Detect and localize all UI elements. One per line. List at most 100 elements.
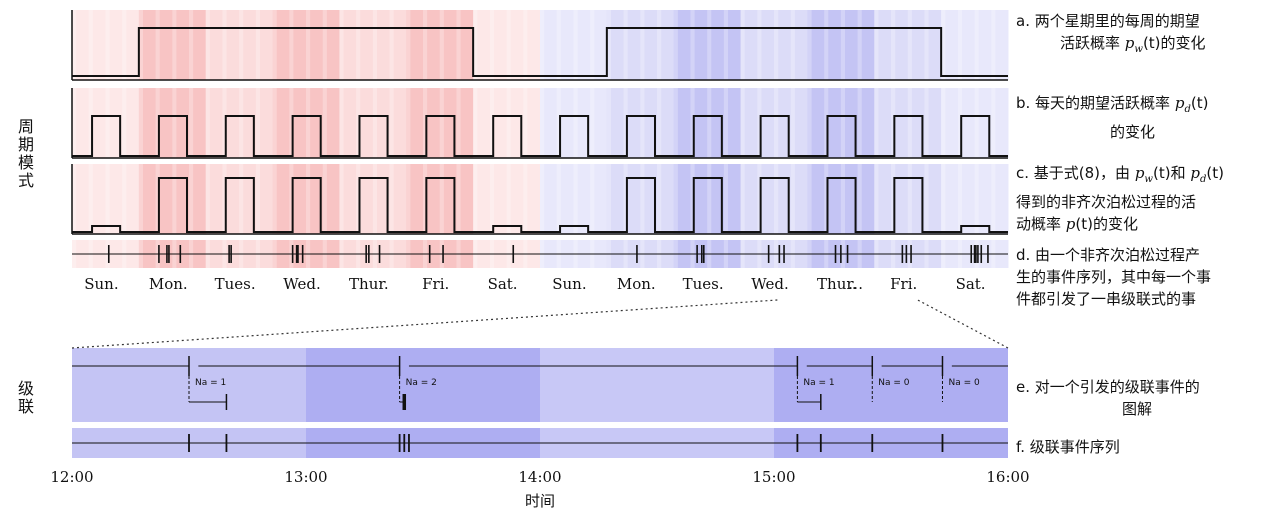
panel-b-stripe	[991, 88, 996, 158]
panel-b-stripe	[824, 88, 829, 158]
panel-b-stripe	[673, 88, 678, 158]
day-label: Wed.	[751, 275, 788, 293]
panel-b-stripe	[556, 88, 561, 158]
panel-a-stripe	[406, 10, 411, 80]
panel-a-stripe	[740, 10, 745, 80]
panel-b-stripe	[790, 88, 795, 158]
panel-b-stripe	[774, 88, 779, 158]
panel-a-stripe	[840, 10, 846, 80]
panel-c-stripe	[640, 164, 645, 234]
panel-a-stripe	[540, 10, 545, 80]
curves	[71, 10, 1008, 235]
caption-a: a. 两个星期里的每周的期望 活跃概率 pw(t)的变化	[1016, 12, 1206, 55]
panel-b-stripe	[857, 88, 862, 158]
panel-a-stripe	[790, 10, 795, 80]
panel-b-stripe	[907, 88, 912, 158]
day-label: Sun.	[84, 275, 118, 293]
panel-b-stripe	[339, 88, 344, 158]
panel-c-stripe	[623, 164, 628, 234]
cascade-label: Na = 1	[195, 378, 226, 388]
poisson-curve	[72, 177, 1008, 233]
panel-b-stripe	[423, 88, 428, 158]
panel-c-day-band	[540, 164, 608, 234]
panel-b-day-band	[673, 88, 742, 158]
panel-b-stripe	[473, 88, 478, 158]
panel-a-stripe	[974, 10, 979, 80]
panel-c-day-band	[941, 164, 1009, 234]
panel-c-stripe	[707, 164, 712, 234]
panel-e-band	[540, 348, 774, 422]
panel-e-band	[774, 348, 1008, 422]
panel-c-stripe	[506, 164, 511, 234]
panel-a-day-band	[339, 10, 407, 80]
panel-b-day-band	[941, 88, 1009, 158]
panel-c-stripe	[573, 164, 578, 234]
panel-a-day-band	[540, 10, 608, 80]
panel-c-stripe	[155, 164, 160, 234]
panel-c-day-band	[473, 164, 541, 234]
panel-a-stripe	[673, 10, 678, 80]
panel-a-stripe	[523, 10, 528, 80]
panel-c-stripe	[657, 164, 662, 234]
panel-a-stripe	[155, 10, 160, 80]
panel-a-stripe	[389, 10, 394, 80]
panel-c-day-band	[205, 164, 274, 234]
event-ticks	[72, 245, 1008, 263]
panel-a-stripe	[289, 10, 294, 80]
caption-f: f. 级联事件序列	[1016, 438, 1120, 456]
panel-b-stripe	[389, 88, 394, 158]
panel-b-stripe	[255, 88, 261, 158]
panel-a-stripe	[606, 10, 612, 80]
panel-c-stripe	[172, 164, 177, 234]
panel-b-stripe	[891, 88, 896, 158]
panel-a-stripe	[423, 10, 428, 80]
panel-b-stripe	[590, 88, 595, 158]
panel-a-stripe	[205, 10, 210, 80]
panel-a-stripe	[941, 10, 946, 80]
panel-b-stripe	[456, 88, 461, 158]
panel-b-stripe	[606, 88, 612, 158]
panel-a-stripe	[105, 10, 110, 80]
panel-b-stripe	[105, 88, 110, 158]
panel-c-stripe	[740, 164, 745, 234]
panel-b-stripe	[189, 88, 194, 158]
panel-b-stripe	[941, 88, 946, 158]
panel-c-stripe	[239, 164, 244, 234]
panel-c-stripe	[122, 164, 127, 234]
panel-c-stripe	[88, 164, 93, 234]
panel-c-stripe	[690, 164, 695, 234]
panel-c-stripe	[489, 164, 495, 234]
panel-c-stripe	[606, 164, 612, 234]
panel-b-stripe	[657, 88, 662, 158]
panel-a-stripe	[222, 10, 227, 80]
panel-c-stripe	[807, 164, 812, 234]
panel-c-stripe	[540, 164, 545, 234]
panel-c-stripe	[974, 164, 979, 234]
label-cascade: 级联	[15, 380, 34, 416]
panel-b-stripe	[974, 88, 979, 158]
panel-b-stripe	[506, 88, 511, 158]
panel-a-day-band	[874, 10, 942, 80]
panel-c-stripe	[941, 164, 946, 234]
panel-b-stripe	[239, 88, 244, 158]
panel-a-stripe	[556, 10, 561, 80]
panel-c-stripe	[439, 164, 444, 234]
panel-b-stripe	[489, 88, 495, 158]
panel-b-stripe	[172, 88, 177, 158]
panel-a-stripe	[272, 10, 277, 80]
day-label: Sat.	[956, 275, 986, 293]
time-tick-label: 16:00	[986, 468, 1029, 486]
panel-b-day-band	[72, 88, 140, 158]
panel-c-stripe	[406, 164, 411, 234]
cascade-label: Na = 2	[406, 378, 437, 388]
day-label: Tues.	[215, 275, 256, 293]
panel-b-day-band	[138, 88, 207, 158]
panel-c-stripe	[673, 164, 678, 234]
panel-b-stripe	[623, 88, 628, 158]
panel-b-stripe	[840, 88, 846, 158]
panel-a-stripe	[306, 10, 311, 80]
panel-b-stripe	[924, 88, 929, 158]
panel-c-stripe	[289, 164, 294, 234]
panel-b-stripe	[72, 88, 77, 158]
panel-c-day-band	[138, 164, 207, 234]
